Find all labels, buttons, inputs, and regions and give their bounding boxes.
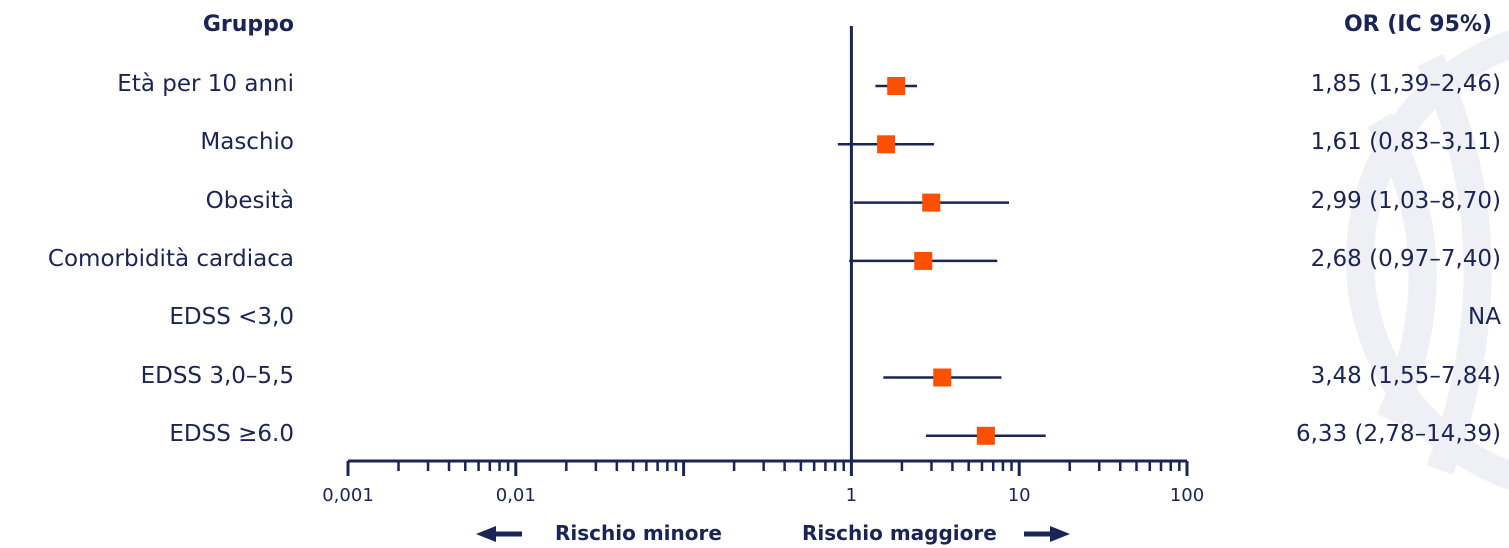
- or-column-header: OR (IC 95%): [1343, 12, 1492, 37]
- row-or-value: 3,48 (1,55–7,84): [1310, 362, 1501, 389]
- row-label: Età per 10 anni: [117, 71, 294, 97]
- row-label: Maschio: [200, 129, 294, 156]
- row-label: Comorbidità cardiaca: [47, 245, 294, 272]
- x-tick-label: 100: [1170, 485, 1204, 506]
- row-or-value: 1,85 (1,39–2,46): [1310, 71, 1501, 97]
- row-or-value: 1,61 (0,83–3,11): [1310, 129, 1501, 156]
- row-label: EDSS ≥6.0: [169, 420, 294, 447]
- row-or-value: NA: [1468, 304, 1501, 331]
- row-or-value: 6,33 (2,78–14,39): [1295, 420, 1501, 447]
- row-or-value: 2,68 (0,97–7,40): [1310, 245, 1501, 272]
- lower-risk-arrow-head: [476, 526, 496, 542]
- row-label: EDSS <3,0: [169, 304, 294, 331]
- or-marker: [976, 426, 995, 445]
- higher-risk-arrow-head: [1050, 526, 1070, 542]
- or-marker: [922, 193, 941, 212]
- lower-risk-label: Rischio minore: [555, 521, 722, 545]
- or-marker: [877, 135, 896, 154]
- x-tick-label: 1: [846, 485, 857, 506]
- or-marker: [914, 251, 933, 270]
- higher-risk-label: Rischio maggiore: [802, 521, 997, 545]
- row-label: EDSS 3,0–5,5: [140, 362, 294, 389]
- group-column-header: Gruppo: [202, 12, 294, 37]
- or-marker: [933, 368, 952, 387]
- row-label: Obesità: [205, 187, 294, 214]
- x-tick-label: 0,001: [322, 485, 374, 506]
- row-or-value: 2,99 (1,03–8,70): [1310, 187, 1501, 214]
- or-marker: [887, 77, 906, 95]
- x-tick-label: 0,01: [496, 485, 536, 506]
- x-tick-label: 10: [1008, 485, 1031, 506]
